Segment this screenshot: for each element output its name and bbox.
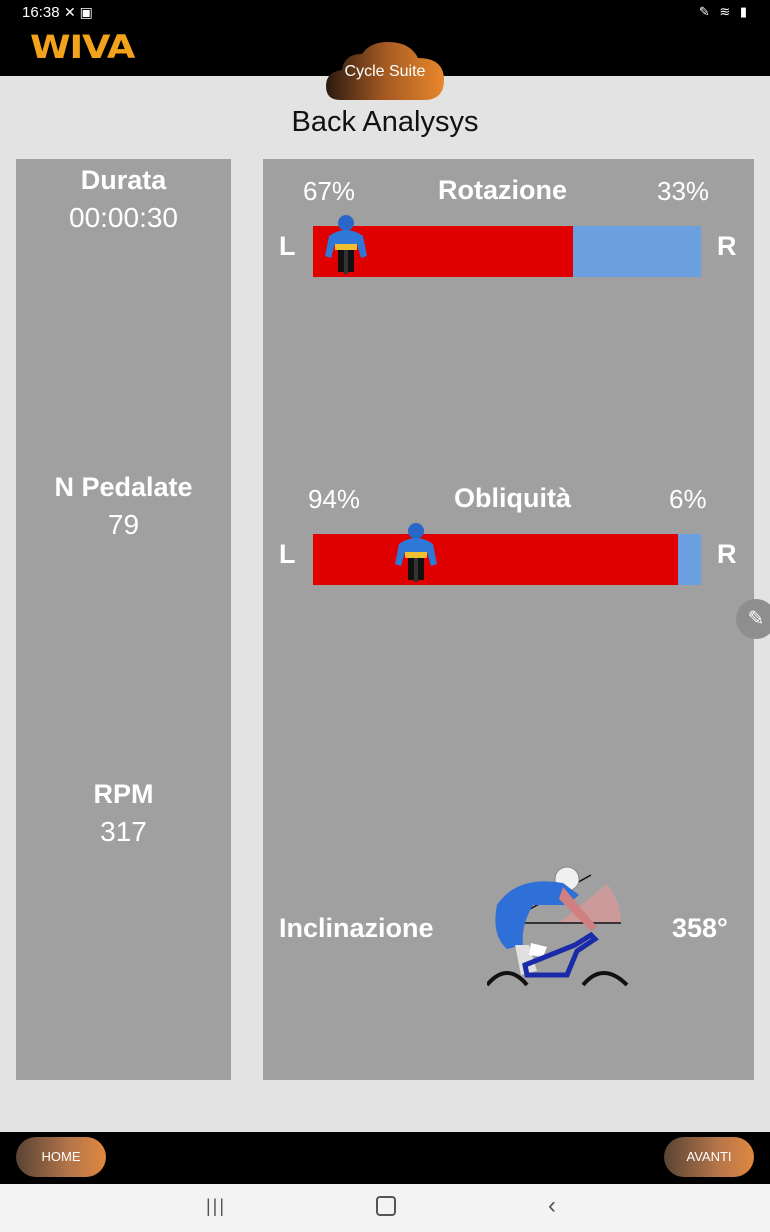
obliquity-right-pct: 6% [669,484,707,514]
inclination-label: Inclinazione [279,913,434,943]
pedal-count-stat: N Pedalate 79 [16,472,231,541]
home-circle-icon[interactable] [376,1196,396,1216]
bottom-bar: HOME AVANTI [0,1132,770,1184]
rpm-value: 317 [100,816,147,847]
rpm-label: RPM [93,779,154,809]
wiva-logo: WIVA [30,28,135,66]
cycle-suite-badge: Cycle Suite [326,40,444,102]
obliquity-left-pct: 94% [308,484,361,514]
rotation-right-letter: R [717,231,737,261]
analysis-panel: 67% Rotazione 33% L R 94% Obliquità 6% L… [263,159,754,1080]
pedal-count-value: 79 [107,509,140,540]
rotation-title: Rotazione [438,175,568,205]
stats-panel: Durata 00:00:30 N Pedalate 79 RPM 317 [16,159,231,1080]
inclination-value: 358° [672,913,728,943]
obliquity-title: Obliquità [454,483,571,513]
system-icons: ✎ ≋ ▮ [698,4,750,19]
duration-value: 00:00:30 [69,202,178,233]
rider-back-icon [325,215,367,274]
obliquity-right-letter: R [717,539,737,569]
next-button[interactable]: AVANTI [664,1137,754,1177]
pencil-icon: ✎ [747,608,765,630]
obliquity-left-fill [313,534,678,585]
recent-apps-icon[interactable]: ||| [206,1196,227,1216]
rotation-right-pct: 33% [657,176,710,206]
status-bar: 16:38 ✕ ▣ ✎ ≋ ▮ [0,0,770,26]
cycle-suite-label: Cycle Suite [344,63,426,80]
notification-icons: ✕ ▣ [64,4,93,20]
home-button[interactable]: HOME [16,1137,106,1177]
obliquity-left-letter: L [279,539,296,569]
rotation-left-pct: 67% [303,176,356,206]
cloud-icon [326,42,444,100]
edit-button[interactable]: ✎ [736,599,770,639]
rider-back-icon [395,523,437,582]
duration-label: Durata [80,165,167,195]
system-nav-bar: ||| ‹ [0,1184,770,1232]
page-title: Back Analysys [291,106,479,138]
rotation-left-letter: L [279,231,296,261]
duration-stat: Durata 00:00:30 [16,165,231,234]
cyclist-side-icon [487,866,629,987]
status-time: 16:38 [22,4,60,21]
back-chevron-icon[interactable]: ‹ [548,1192,556,1219]
rpm-stat: RPM 317 [16,779,231,848]
rotation-bar [313,226,701,277]
obliquity-bar [313,534,701,585]
pedal-count-label: N Pedalate [54,472,193,502]
